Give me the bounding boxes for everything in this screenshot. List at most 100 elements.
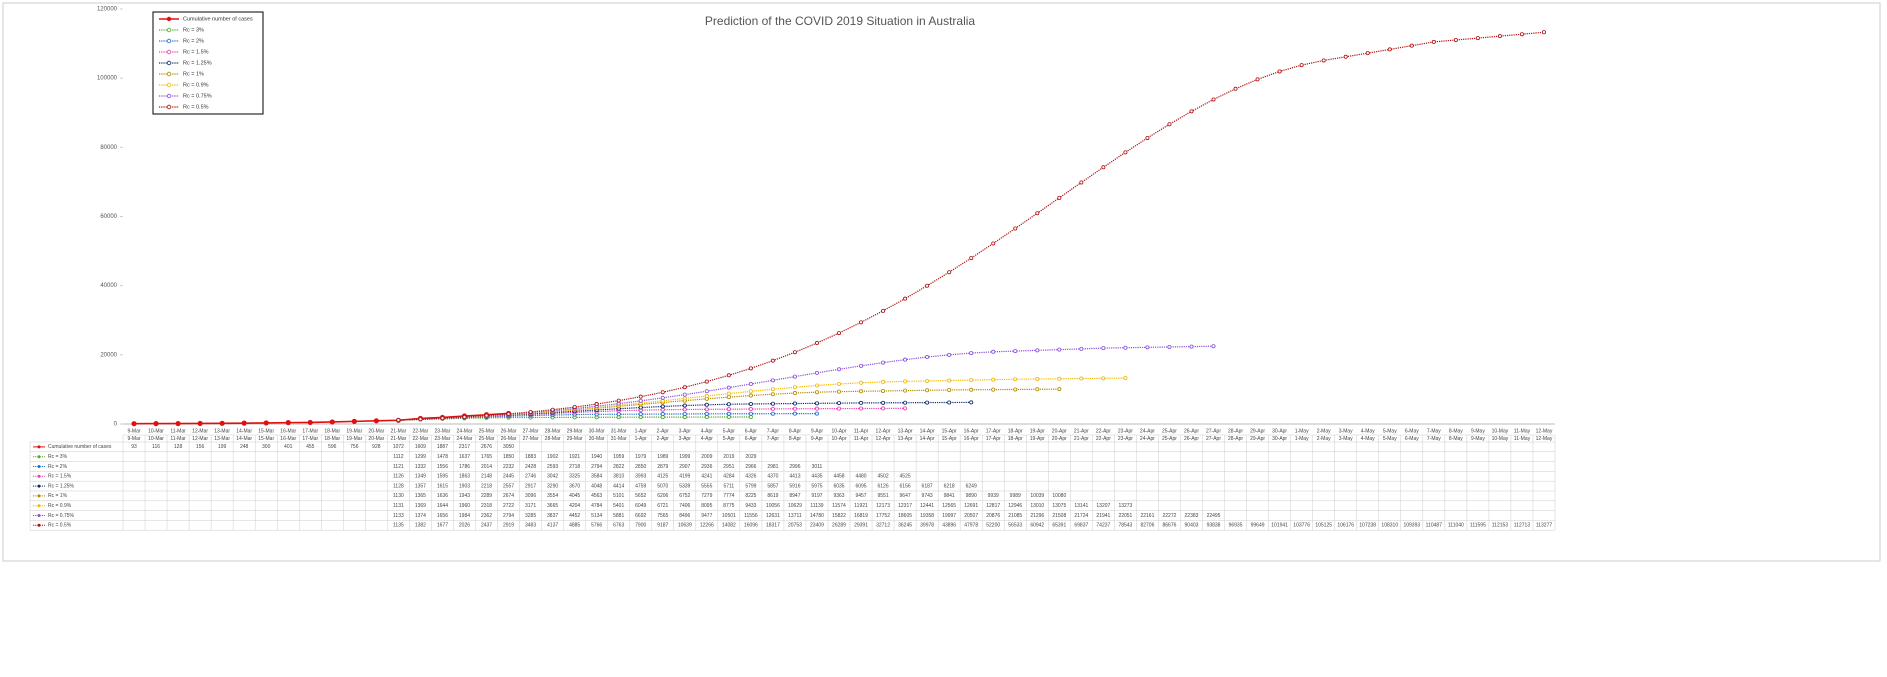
- legend: Cumulative number of cases Rc = 3% Rc = 2%…: [152, 11, 264, 115]
- x-tick-label: 26-Apr: [1184, 428, 1199, 434]
- table-header: 12-Mar: [192, 436, 208, 442]
- table-cell: 6187: [922, 483, 933, 489]
- x-tick-label: 9-May: [1471, 428, 1485, 434]
- table-cell: 2289: [481, 493, 492, 499]
- table-cell: 4784: [591, 503, 602, 509]
- table-header: 23-Apr: [1118, 436, 1133, 442]
- data-point: [351, 418, 357, 424]
- x-tick-label: 4-Apr: [701, 428, 714, 434]
- data-point: [1035, 211, 1040, 216]
- data-point: [814, 411, 819, 416]
- table-cell: 105125: [1315, 523, 1332, 529]
- table-cell: 4414: [613, 483, 624, 489]
- data-point: [792, 385, 797, 390]
- data-point: [903, 357, 908, 362]
- table-cell: 2674: [503, 493, 514, 499]
- table-cell: 12946: [1008, 503, 1022, 509]
- table-cell: 5339: [679, 483, 690, 489]
- table-row-label: Rc = 3%: [48, 454, 68, 460]
- data-point: [903, 406, 908, 411]
- table-cell: 5881: [613, 513, 624, 519]
- data-point: [792, 391, 797, 396]
- data-point: [1343, 54, 1348, 59]
- table-cell: 21724: [1074, 513, 1088, 519]
- table-cell: 1072: [393, 444, 404, 450]
- table-cell: 21508: [1052, 513, 1066, 519]
- data-point: [1057, 195, 1062, 200]
- data-point: [859, 320, 864, 325]
- data-point: [1541, 30, 1546, 35]
- legend-marker: [166, 16, 172, 22]
- table-header: 14-Apr: [920, 436, 935, 442]
- table-cell: 6206: [657, 493, 668, 499]
- table-cell: 13075: [1052, 503, 1066, 509]
- table-header: 10-Apr: [831, 436, 846, 442]
- table-header: 10-Mar: [148, 436, 164, 442]
- data-point: [1035, 387, 1040, 392]
- data-point: [1013, 377, 1018, 382]
- data-point: [704, 402, 709, 407]
- chart-border: [2, 2, 1881, 562]
- table-header: 3-May: [1339, 436, 1353, 442]
- data-point: [947, 378, 952, 383]
- table-cell: 12691: [964, 503, 978, 509]
- x-tick-label: 28-Apr: [1228, 428, 1243, 434]
- data-point: [197, 420, 203, 427]
- table-cell: 13711: [788, 513, 802, 519]
- table-header: 7-Apr: [767, 436, 780, 442]
- table-cell: 4199: [679, 474, 690, 480]
- table-cell: 1903: [459, 483, 470, 489]
- table-key-marker: [37, 514, 41, 517]
- data-point: [881, 308, 886, 313]
- table-cell: 103776: [1293, 523, 1310, 529]
- table-cell: 18605: [898, 513, 912, 519]
- table-cell: 19997: [942, 513, 956, 519]
- table-cell: 2936: [701, 464, 712, 470]
- data-point: [726, 402, 731, 407]
- table-cell: 6721: [657, 503, 668, 509]
- table-cell: 1374: [415, 513, 426, 519]
- x-tick-label: 16-Apr: [964, 428, 979, 434]
- data-point: [925, 355, 930, 360]
- data-point: [770, 378, 775, 383]
- data-point: [1475, 36, 1480, 41]
- table-cell: 2919: [503, 523, 514, 529]
- x-tick-label: 23-Apr: [1118, 428, 1133, 434]
- table-cell: 2951: [723, 464, 734, 470]
- table-header: 28-Mar: [545, 436, 561, 442]
- data-point: [1387, 47, 1392, 52]
- table-cell: 22272: [1163, 513, 1177, 519]
- legend-box: [152, 11, 264, 115]
- data-point: [1123, 376, 1128, 381]
- table-cell: 1369: [415, 503, 426, 509]
- data-point: [726, 395, 731, 400]
- data-point: [484, 413, 489, 418]
- table-cell: 5070: [657, 483, 668, 489]
- table-header: 12-Apr: [876, 436, 891, 442]
- legend-marker: [166, 38, 172, 44]
- table-header: 15-Mar: [258, 436, 274, 442]
- data-point: [1079, 346, 1084, 351]
- table-row-label: Rc = 1.5%: [48, 474, 72, 480]
- data-point: [373, 418, 379, 424]
- table-header: 6-Apr: [745, 436, 758, 442]
- table-cell: 5652: [635, 493, 646, 499]
- table-cell: 1989: [657, 454, 668, 460]
- table-header: 2-May: [1317, 436, 1331, 442]
- table-cell: 12631: [766, 513, 780, 519]
- data-point: [638, 412, 643, 417]
- table-cell: 12817: [986, 503, 1000, 509]
- x-tick-label: 13-Mar: [214, 428, 230, 434]
- table-cell: 96935: [1229, 523, 1243, 529]
- data-point: [131, 421, 137, 427]
- table-cell: 93: [131, 444, 137, 450]
- x-tick-label: 27-Mar: [523, 428, 539, 434]
- table-cell: 22161: [1140, 513, 1154, 519]
- data-point: [241, 420, 247, 426]
- table-cell: 15822: [832, 513, 846, 519]
- legend-marker: [166, 104, 172, 110]
- table-cell: 3993: [635, 474, 646, 480]
- data-point: [991, 241, 996, 246]
- table-cell: 2557: [503, 483, 514, 489]
